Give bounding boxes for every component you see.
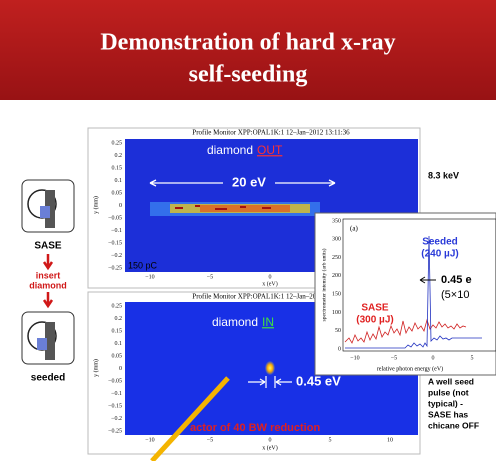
y-tick-label: −0.05 [108,215,122,221]
y-tick-label: 0 [119,203,122,209]
y-tick-label: −0.25 [108,428,122,434]
sase-label: SASE [361,303,389,314]
y-axis-label: y (mm) [92,359,99,377]
title-line: Demonstration of hard x-ray [100,30,395,56]
diagram-label: seeded [31,373,65,384]
y-tick-label: 100 [332,310,341,316]
image-label: diamond [207,143,253,157]
header-band [0,0,496,100]
x-tick-label: 0 [432,355,435,361]
y-tick-label: 0.15 [112,165,123,171]
y-tick-label: −0.2 [111,253,122,259]
panel-label: (a) [350,225,358,233]
y-axis-label: y (mm) [92,196,99,214]
x-axis-label: x (eV) [262,280,278,287]
energy-label: 8.3 keV [428,170,459,180]
sase-label: (300 µJ) [356,315,393,326]
y-tick-label: −0.2 [111,416,122,422]
seeded-label: (240 µJ) [421,249,458,260]
y-tick-label: 0 [119,366,122,372]
x-tick-label: −5 [207,437,213,443]
image-title: Profile Monitor XPP:OPAL1K:1 12–Jan–2012… [192,293,350,301]
y-tick-label: −0.15 [108,403,122,409]
image-note: actor of 40 BW reduction [190,422,320,434]
x-tick-label: −5 [391,355,397,361]
width-label: (5×10 [441,289,469,301]
image-title: Profile Monitor XPP:OPAL1K:1 12–Jan–2012… [192,129,350,137]
image-label: diamond [212,315,258,329]
image-label-state: IN [262,315,274,329]
image-label-state: OUT [257,143,283,157]
y-tick-label: 0.05 [112,190,123,196]
x-axis-label: x (eV) [262,444,278,451]
x-tick-label: 5 [329,437,332,443]
y-tick-label: 50 [335,328,341,334]
width-label: 20 eV [232,174,266,189]
side-note-line: typical) - [428,398,463,408]
width-label: 0.45 eV [296,373,341,388]
x-tick-label: −10 [145,274,154,280]
y-tick-label: 0.15 [112,328,123,334]
y-tick-label: 0.1 [115,178,123,184]
seeded-label: Seeded [422,237,458,248]
y-tick-label: 300 [332,237,341,243]
bottom-image: Profile Monitor XPP:OPAL1K:1 12–Jan–2012… [87,291,421,461]
x-axis-label: relative photon energy (eV) [377,365,443,372]
y-tick-label: −0.1 [111,228,122,234]
y-tick-label: 200 [332,273,341,279]
x-tick-label: −10 [145,437,154,443]
y-tick-label: 150 [332,292,341,298]
y-tick-label: 0.25 [112,140,123,146]
side-note-line: SASE has [428,409,468,419]
y-tick-label: −0.1 [111,391,122,397]
y-tick-label: 0.1 [115,341,123,347]
side-note-line: A well seed [428,376,474,386]
charge-label: 150 pC [128,260,158,270]
width-label: 0.45 e [441,274,472,286]
y-tick-label: −0.05 [108,378,122,384]
y-tick-label: 250 [332,255,341,261]
x-tick-label: 5 [471,355,474,361]
y-tick-label: 350 [332,218,341,224]
y-tick-label: 0.2 [115,316,123,322]
x-tick-label: 0 [269,274,272,280]
y-tick-label: 0.2 [115,153,123,159]
x-tick-label: −10 [350,355,359,361]
title-line: self-seeding [189,62,308,88]
side-note-line: pulse (not [428,387,469,397]
left-diagram: SASE insert diamond seeded [21,179,75,384]
y-tick-label: −0.25 [108,265,122,271]
y-tick-label: 0.25 [112,303,123,309]
diagram-step: diamond [29,280,67,290]
side-note-line: chicane OFF [428,420,479,430]
x-tick-label: 10 [387,437,393,443]
x-tick-label: 0 [269,437,272,443]
y-tick-label: 0 [338,346,341,352]
y-tick-label: 0.05 [112,353,123,359]
y-axis-label: spectrometer intensity (arb units) [320,248,327,321]
diagram-label: SASE [34,241,62,252]
y-tick-label: −0.15 [108,240,122,246]
top-image: Profile Monitor XPP:OPAL1K:1 12–Jan–2012… [87,127,421,289]
x-tick-label: −5 [207,274,213,280]
diagram-step: insert [36,270,61,280]
inset-plot: (a) Seeded (240 µJ) SASE (300 µJ) 0.45 e… [314,212,496,376]
